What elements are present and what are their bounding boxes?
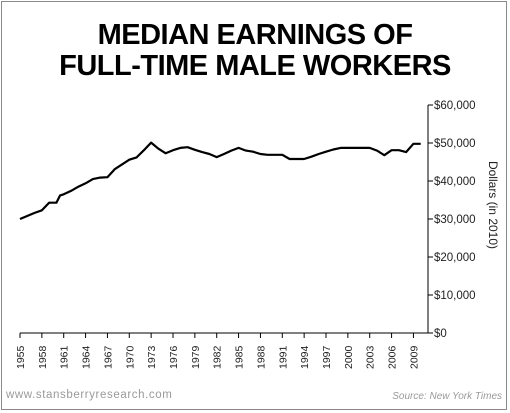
y-tick-label: $10,000 — [434, 290, 476, 302]
x-tick-label: 2003 — [365, 345, 377, 369]
series-line — [19, 141, 421, 221]
x-tick-label: 1967 — [102, 345, 114, 369]
y-tick-label: $60,000 — [434, 100, 476, 112]
x-tick-label: 1988 — [255, 345, 267, 369]
x-tick-label: 1982 — [212, 345, 224, 369]
chart-title-line-1: MEDIAN EARNINGS OF — [97, 19, 413, 51]
x-tick-label: 2000 — [343, 345, 355, 369]
x-axis-ticks: 1955 1958 1961 1964 1967 1970 1973 1976 1979 1982… — [15, 333, 420, 369]
x-tick-label: 1955 — [15, 345, 27, 369]
x-tick-label: 1979 — [190, 345, 202, 369]
footer-website: www.stansberryresearch.com — [6, 389, 173, 401]
y-tick-label: $0 — [434, 328, 447, 340]
x-tick-label: 1991 — [277, 345, 289, 369]
y-tick-label: $50,000 — [434, 138, 476, 150]
x-tick-label: 1958 — [37, 345, 49, 369]
y-tick-label: $20,000 — [434, 252, 476, 264]
x-tick-label: 1976 — [168, 345, 180, 369]
footer-source: Source: New York Times — [392, 391, 502, 402]
series-group — [19, 141, 421, 221]
x-tick-label: 1985 — [234, 345, 246, 369]
x-tick-label: 1970 — [124, 345, 136, 369]
x-tick-label: 1973 — [146, 345, 158, 369]
x-tick-label: 1961 — [59, 345, 71, 369]
chart-title-line-2: FULL-TIME MALE WORKERS — [59, 50, 451, 82]
x-tick-label: 1964 — [81, 345, 93, 369]
y-tick-label: $30,000 — [434, 214, 476, 226]
x-tick-label: 1994 — [299, 345, 311, 369]
y-axis-label: Dollars (in 2010) — [486, 161, 500, 249]
x-tick-label: 2006 — [387, 345, 399, 369]
chart-axes — [20, 105, 429, 334]
y-tick-label: $40,000 — [434, 176, 476, 188]
x-tick-label: 1997 — [321, 345, 333, 369]
x-tick-label: 2009 — [408, 345, 420, 369]
y-axis-ticks: $0 $10,000 $20,000 $30,000 $40,000 $50,000 $60… — [428, 100, 476, 340]
